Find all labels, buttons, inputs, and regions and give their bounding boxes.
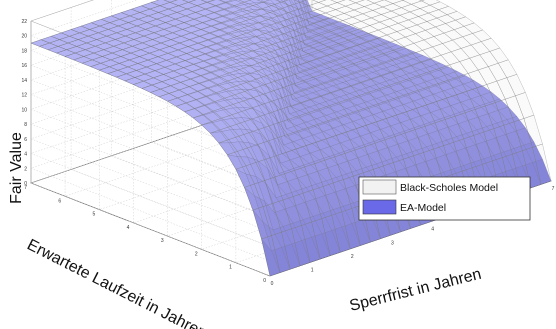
black-scholes-patch xyxy=(275,0,289,3)
x-axis-label: Sperrfrist in Jahren xyxy=(348,266,483,315)
x-tick-label: 3 xyxy=(391,240,394,246)
y-tick-label: 2 xyxy=(195,251,198,257)
y-axis-label: Erwartete Laufzeit in Jahren xyxy=(24,236,209,329)
z-tick-label: 0 xyxy=(24,181,27,187)
z-tick-labels: 0 2 4 6 8 10 12 14 16 18 20 22 xyxy=(21,19,27,187)
x-tick-label: 4 xyxy=(431,227,434,233)
x-tick-label: 0 xyxy=(271,281,274,287)
ea-model-surface xyxy=(30,0,552,277)
z-axis-label: Fair Value xyxy=(8,132,25,204)
x-tick-label: 1 xyxy=(311,267,314,273)
z-tick-label: 18 xyxy=(21,49,27,55)
y-tick-label: 7 xyxy=(24,185,27,191)
z-tick-label: 16 xyxy=(21,63,27,69)
legend-swatch-black-scholes xyxy=(362,179,397,195)
legend-label-ea-model: EA-Model xyxy=(400,202,446,214)
z-tick-label: 8 xyxy=(24,122,27,128)
black-scholes-patch xyxy=(238,0,252,3)
z-tick-label: 22 xyxy=(21,19,27,25)
y-tick-labels: 0 1 2 3 4 5 6 7 xyxy=(24,185,266,284)
z-tick-label: 14 xyxy=(21,78,27,84)
y-tick-label: 4 xyxy=(127,225,130,231)
z-tick-label: 6 xyxy=(24,137,27,143)
y-tick-label: 6 xyxy=(58,198,61,204)
z-tick-label: 2 xyxy=(24,166,27,172)
legend-swatch-ea-model xyxy=(362,199,397,215)
y-tick-label: 0 xyxy=(263,278,266,284)
y-tick-label: 3 xyxy=(161,238,164,244)
z-tick-label: 4 xyxy=(24,152,27,158)
z-tick-label: 10 xyxy=(21,107,27,113)
x-tick-label: 2 xyxy=(351,254,354,260)
y-tick-label: 5 xyxy=(93,212,96,218)
y-tick-label: 1 xyxy=(229,265,232,271)
black-scholes-patch xyxy=(261,235,281,277)
grid-line-x xyxy=(70,7,311,263)
legend-label-black-scholes: Black-Scholes Model xyxy=(400,182,498,194)
black-scholes-patch xyxy=(256,0,270,3)
black-scholes-surface xyxy=(30,0,552,277)
z-tick-label: 12 xyxy=(21,93,27,99)
x-tick-label: 7 xyxy=(552,186,555,192)
black-scholes-patch xyxy=(419,0,425,2)
legend: Black-Scholes Model EA-Model xyxy=(358,176,531,221)
z-tick-label: 20 xyxy=(21,34,27,40)
